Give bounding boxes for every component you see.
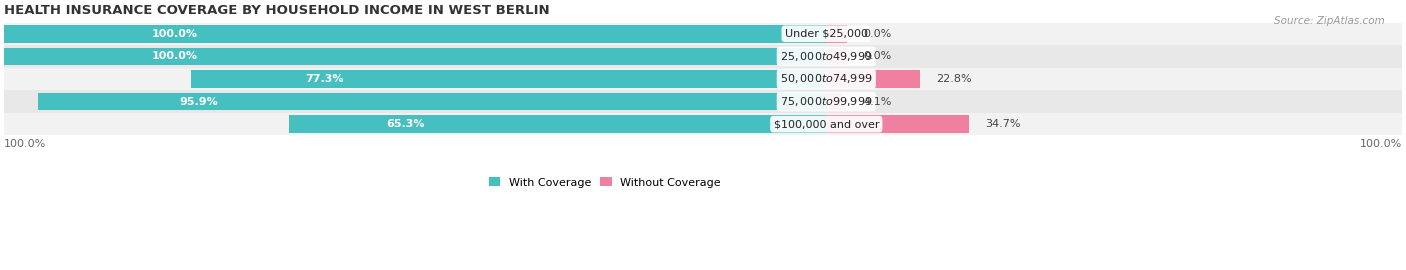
Text: 77.3%: 77.3% [305, 74, 343, 84]
Bar [827, 48, 846, 65]
Legend: With Coverage, Without Coverage: With Coverage, Without Coverage [485, 173, 725, 192]
Text: 22.8%: 22.8% [936, 74, 972, 84]
Bar [4, 48, 827, 65]
Text: $75,000 to $99,999: $75,000 to $99,999 [780, 95, 873, 108]
Bar [827, 115, 969, 133]
Text: Source: ZipAtlas.com: Source: ZipAtlas.com [1274, 16, 1385, 26]
Bar [827, 70, 920, 88]
Text: Under $25,000: Under $25,000 [785, 29, 868, 39]
Bar [4, 45, 1402, 68]
Text: 4.1%: 4.1% [863, 97, 891, 107]
Bar [290, 115, 827, 133]
Bar [827, 25, 846, 43]
Text: 0.0%: 0.0% [863, 51, 891, 61]
Text: 95.9%: 95.9% [180, 97, 218, 107]
Text: $25,000 to $49,999: $25,000 to $49,999 [780, 50, 873, 63]
Text: 100.0%: 100.0% [152, 51, 198, 61]
Text: 100.0%: 100.0% [1360, 139, 1402, 149]
Text: $100,000 and over: $100,000 and over [773, 119, 879, 129]
Bar [191, 70, 827, 88]
Bar [4, 90, 1402, 113]
Text: 34.7%: 34.7% [986, 119, 1021, 129]
Text: 65.3%: 65.3% [387, 119, 425, 129]
Text: 100.0%: 100.0% [4, 139, 46, 149]
Bar [4, 25, 827, 43]
Bar [4, 113, 1402, 136]
Bar [827, 93, 844, 110]
Text: 100.0%: 100.0% [152, 29, 198, 39]
Text: 0.0%: 0.0% [863, 29, 891, 39]
Bar [38, 93, 827, 110]
Bar [4, 68, 1402, 90]
Text: $50,000 to $74,999: $50,000 to $74,999 [780, 72, 873, 86]
Bar [4, 22, 1402, 45]
Text: HEALTH INSURANCE COVERAGE BY HOUSEHOLD INCOME IN WEST BERLIN: HEALTH INSURANCE COVERAGE BY HOUSEHOLD I… [4, 4, 550, 17]
